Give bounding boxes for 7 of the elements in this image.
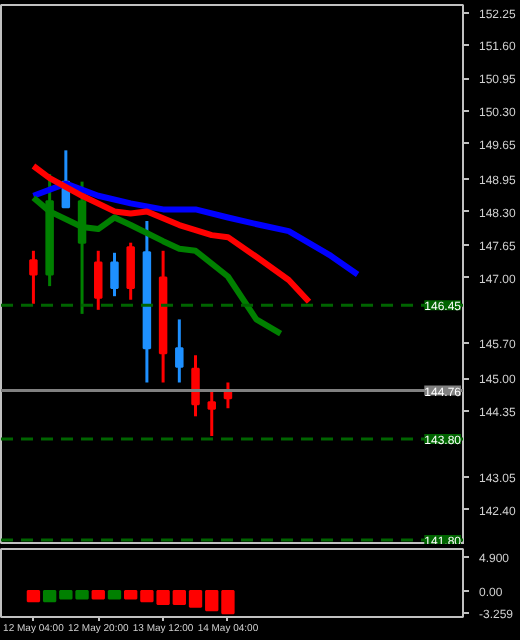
candlestick [29, 249, 38, 306]
candlestick [207, 389, 216, 438]
candlestick [191, 353, 200, 418]
candlestick [110, 251, 119, 298]
candlestick [126, 241, 135, 302]
candlestick [175, 317, 184, 384]
candlestick [94, 249, 103, 312]
